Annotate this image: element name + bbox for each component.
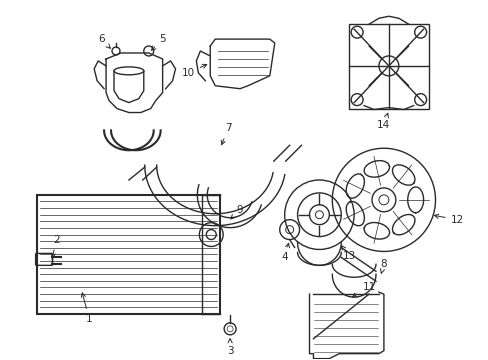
Text: 11: 11 [352, 282, 375, 297]
Text: 5: 5 [151, 34, 165, 50]
Text: 7: 7 [221, 123, 231, 145]
Text: 2: 2 [51, 234, 60, 258]
Text: 9: 9 [230, 205, 243, 219]
Text: 10: 10 [182, 64, 206, 78]
Bar [348, 24, 427, 109]
Text: 3: 3 [226, 339, 233, 356]
Text: 4: 4 [281, 243, 289, 262]
Text: 6: 6 [98, 34, 110, 48]
Text: 13: 13 [341, 246, 355, 261]
Text: 8: 8 [380, 259, 386, 273]
Text: 1: 1 [81, 293, 92, 324]
Text: 12: 12 [433, 214, 463, 225]
Text: 14: 14 [377, 113, 390, 130]
